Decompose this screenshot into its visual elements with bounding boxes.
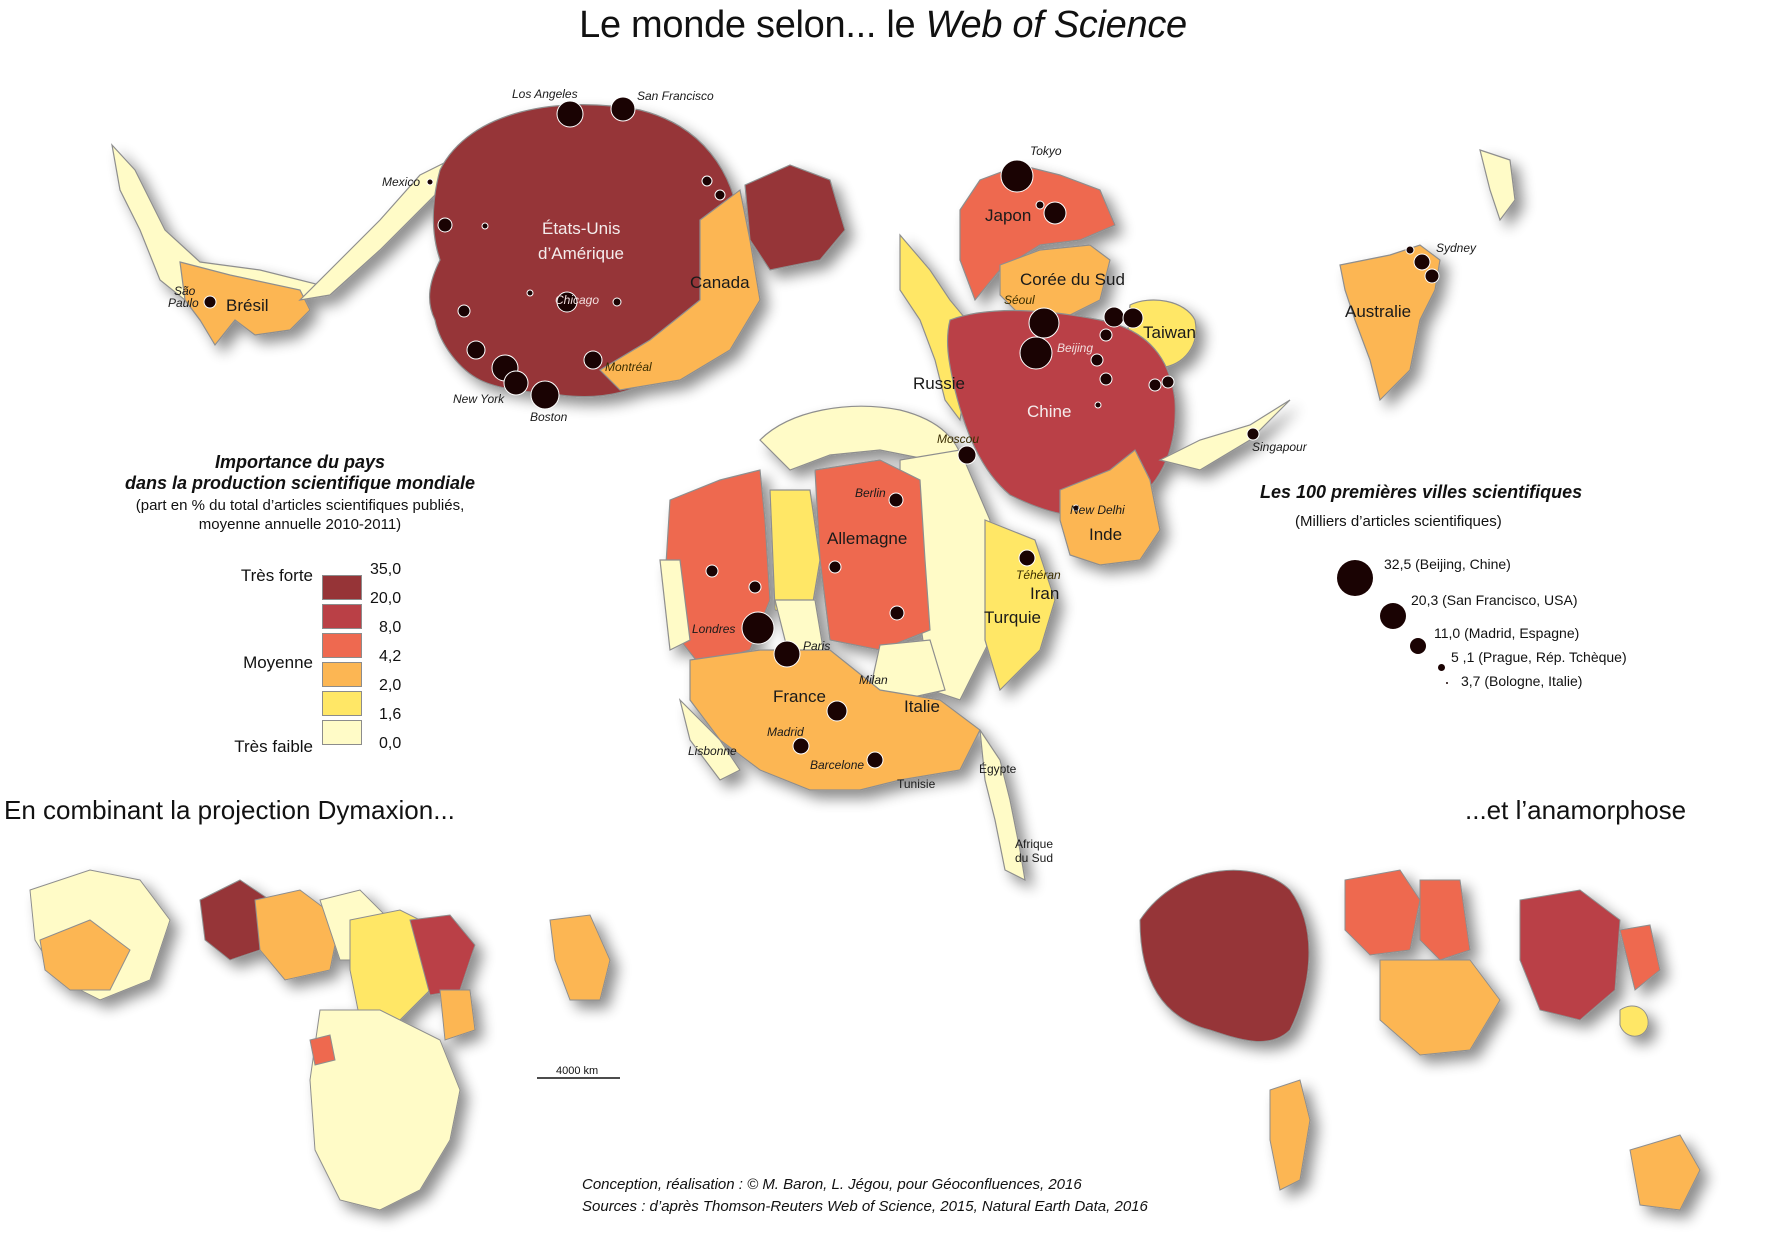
- label-new-delhi: New Delhi: [1070, 503, 1125, 517]
- legend-swatch-class-6: [322, 720, 362, 745]
- label-turquie: Turquie: [984, 608, 1042, 627]
- label-seoul: Séoul: [1004, 293, 1035, 307]
- label-allemagne: Allemagne: [827, 529, 908, 548]
- dymaxion-map: [29, 869, 611, 1211]
- label-afrique-sud-line2: du Sud: [1015, 851, 1054, 865]
- label-japon: Japon: [985, 206, 1032, 225]
- label-los-angeles: Los Angeles: [512, 87, 578, 101]
- anamorphose-map: [1139, 869, 1701, 1211]
- label-sao-paulo-line1: São: [174, 284, 196, 298]
- label-lisbonne: Lisbonne: [688, 744, 737, 758]
- scale-bar-label: 4000 km: [556, 1065, 599, 1077]
- label-usa-line2: d’Amérique: [538, 244, 624, 263]
- label-taiwan: Taiwan: [1143, 323, 1196, 342]
- legend-title-line2: dans la production scientifique mondiale: [124, 473, 476, 493]
- legend-swatch-class-4: [322, 662, 362, 687]
- city-legend-subtitle: (Milliers d’articles scientifiques): [1295, 513, 1502, 530]
- legend-break-0: 35,0: [370, 561, 402, 578]
- city-legend-dot-1: [1337, 560, 1373, 596]
- label-france: France: [773, 687, 826, 706]
- label-barcelone: Barcelone: [810, 758, 865, 772]
- label-afrique-sud-line1: Afrique: [1015, 837, 1054, 851]
- city-legend-title: Les 100 premières villes scientifiques: [1260, 482, 1583, 502]
- label-tunisie: Tunisie: [897, 777, 936, 791]
- label-usa-line1: États-Unis: [542, 219, 621, 238]
- label-australie: Australie: [1345, 302, 1412, 321]
- city-legend-item-2: 20,3 (San Francisco, USA): [1411, 592, 1578, 608]
- label-sydney: Sydney: [1436, 241, 1477, 255]
- legend-swatch-class-5: [322, 691, 362, 716]
- city-legend-item-1: 32,5 (Beijing, Chine): [1384, 556, 1511, 572]
- title-italic: Web of Science: [925, 4, 1188, 46]
- legend-subtitle-line1: (part en % du total d’articles scientifi…: [135, 497, 465, 514]
- label-teheran: Téhéran: [1016, 568, 1061, 582]
- legend-break-2: 8,0: [379, 619, 402, 636]
- legend-swatch-class-1: [322, 575, 362, 600]
- legend-swatch-class-2: [322, 604, 362, 629]
- legend-qualifier-mid: Moyenne: [243, 653, 313, 672]
- city-legend-dot-5: [1446, 682, 1448, 684]
- label-paris: Paris: [803, 639, 831, 653]
- label-russie: Russie: [913, 374, 965, 393]
- legend-qualifier-high: Très forte: [240, 566, 313, 585]
- label-londres: Londres: [692, 622, 736, 636]
- label-berlin: Berlin: [855, 486, 886, 500]
- label-mexico: Mexico: [382, 175, 421, 189]
- legend-break-3: 4,2: [379, 648, 402, 665]
- city-legend-item-5: 3,7 (Bologne, Italie): [1461, 673, 1583, 689]
- label-inde: Inde: [1089, 525, 1123, 544]
- map-title: Le monde selon... le Web of Science: [0, 4, 1766, 47]
- label-milan: Milan: [859, 673, 888, 687]
- label-bresil: Brésil: [226, 296, 269, 315]
- label-beijing: Beijing: [1057, 341, 1094, 355]
- label-san-francisco: San Francisco: [637, 89, 714, 103]
- legend-break-5: 1,6: [379, 706, 402, 723]
- label-tokyo: Tokyo: [1030, 144, 1062, 158]
- legend-countries: Importance du pays dans la production sc…: [120, 452, 480, 534]
- city-legend-item-4: 5 ,1 (Prague, Rép. Tchèque): [1451, 649, 1627, 665]
- label-iran: Iran: [1030, 584, 1060, 603]
- label-new-york: New York: [453, 392, 505, 406]
- legend-subtitle-line2: moyenne annuelle 2010-2011): [198, 516, 402, 533]
- legend-swatch-class-3: [322, 633, 362, 658]
- label-sao-paulo-line2: Paulo: [168, 296, 199, 310]
- city-legend-item-3: 11,0 (Madrid, Espagne): [1434, 625, 1580, 641]
- credits-line1: Conception, réalisation : © M. Baron, L.…: [582, 1176, 1082, 1193]
- title-prefix: Le monde selon... le: [579, 4, 926, 46]
- label-canada: Canada: [690, 273, 750, 292]
- label-madrid: Madrid: [767, 725, 804, 739]
- legend-break-4: 2,0: [379, 677, 402, 694]
- legend-break-1: 20,0: [370, 590, 402, 607]
- label-coree: Corée du Sud: [1020, 270, 1125, 289]
- section-label-anamorphose: ...et l’anamorphose: [1465, 795, 1687, 825]
- city-legend-dot-3: [1410, 638, 1426, 654]
- label-chine: Chine: [1027, 402, 1072, 421]
- label-boston: Boston: [530, 410, 568, 424]
- label-chicago: Chicago: [555, 293, 600, 307]
- label-egypte: Égypte: [979, 762, 1017, 776]
- legend-title-line1: Importance du pays: [214, 452, 386, 472]
- city-legend-dot-2: [1380, 603, 1406, 629]
- credits-line2: Sources : d’après Thomson-Reuters Web of…: [582, 1198, 1148, 1215]
- legend-qualifier-low: Très faible: [234, 737, 313, 756]
- label-moscou: Moscou: [937, 432, 980, 446]
- label-italie: Italie: [904, 697, 940, 716]
- label-singapour: Singapour: [1252, 440, 1307, 454]
- city-legend-dot-4: [1438, 664, 1445, 671]
- section-label-dymaxion: En combinant la projection Dymaxion...: [4, 795, 455, 825]
- legend-break-6: 0,0: [379, 735, 402, 752]
- label-montreal: Montréal: [605, 360, 652, 374]
